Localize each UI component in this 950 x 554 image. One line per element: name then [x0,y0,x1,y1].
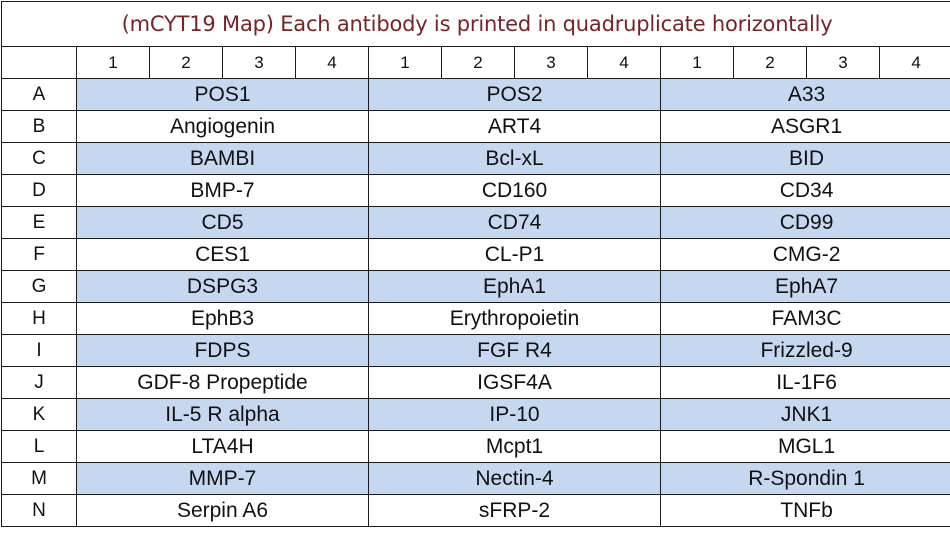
antibody-cell: POS2 [368,78,661,111]
column-number: 3 [222,46,296,79]
row-label: D [1,174,77,207]
map-title: (mCYT19 Map) Each antibody is printed in… [0,1,950,47]
antibody-cell: Mcpt1 [368,430,661,463]
row-label: A [1,78,77,111]
column-number: 3 [514,46,588,79]
row-label: H [1,302,77,335]
antibody-cell: Nectin-4 [368,462,661,495]
table-row: G DSPG3 EphA1 EphA7 [1,270,950,303]
row-label: J [1,366,77,399]
column-number: 4 [295,46,369,79]
row-label: E [1,206,77,239]
antibody-cell: EphB3 [76,302,369,335]
table-row: A POS1 POS2 A33 [1,78,950,111]
table-row: J GDF-8 Propeptide IGSF4A IL-1F6 [1,366,950,399]
antibody-cell: CD34 [659,174,950,207]
column-number: 1 [76,46,150,79]
row-label: K [1,398,77,431]
row-label: F [1,238,77,271]
row-label: B [1,110,77,143]
antibody-cell: Bcl-xL [368,142,661,175]
antibody-cell: Frizzled-9 [659,334,950,367]
antibody-cell: IGSF4A [368,366,661,399]
table-row: D BMP-7 CD160 CD34 [1,174,950,207]
antibody-cell: LTA4H [76,430,369,463]
antibody-cell: IP-10 [368,398,661,431]
antibody-cell: EphA1 [368,270,661,303]
antibody-cell: FGF R4 [368,334,661,367]
table-row: C BAMBI Bcl-xL BID [1,142,950,175]
column-number: 2 [441,46,515,79]
row-label: L [1,430,77,463]
table-row: K IL-5 R alpha IP-10 JNK1 [1,398,950,431]
column-number: 4 [587,46,661,79]
table-row: L LTA4H Mcpt1 MGL1 [1,430,950,463]
column-number: 4 [878,46,950,79]
antibody-cell: FAM3C [659,302,950,335]
column-number: 1 [368,46,442,79]
antibody-cell: R-Spondin 1 [659,462,950,495]
column-number: 2 [733,46,807,79]
antibody-cell: MGL1 [659,430,950,463]
antibody-cell: BMP-7 [76,174,369,207]
row-label: I [1,334,77,367]
antibody-cell: FDPS [76,334,369,367]
row-label: N [1,494,77,527]
row-label: M [1,462,77,495]
antibody-cell: Serpin A6 [76,494,369,527]
column-number: 1 [660,46,734,79]
antibody-cell: CD160 [368,174,661,207]
antibody-cell: Angiogenin [76,110,369,143]
column-number: 2 [149,46,223,79]
antibody-cell: ASGR1 [659,110,950,143]
antibody-cell: EphA7 [659,270,950,303]
table-row: N Serpin A6 sFRP-2 TNFb [1,494,950,527]
row-label: G [1,270,77,303]
antibody-cell: CL-P1 [368,238,661,271]
table-row: E CD5 CD74 CD99 [1,206,950,239]
antibody-cell: ART4 [368,110,661,143]
antibody-cell: IL-5 R alpha [76,398,369,431]
antibody-cell: sFRP-2 [368,494,661,527]
antibody-cell: DSPG3 [76,270,369,303]
antibody-cell: POS1 [76,78,369,111]
antibody-cell: TNFb [659,494,950,527]
column-number: 3 [806,46,880,79]
antibody-cell: JNK1 [659,398,950,431]
antibody-cell: CES1 [76,238,369,271]
table-row: M MMP-7 Nectin-4 R-Spondin 1 [1,462,950,495]
antibody-cell: BAMBI [76,142,369,175]
table-row: B Angiogenin ART4 ASGR1 [1,110,950,143]
table-row: I FDPS FGF R4 Frizzled-9 [1,334,950,367]
corner-cell [1,46,77,79]
antibody-cell: CD74 [368,206,661,239]
antibody-cell: MMP-7 [76,462,369,495]
antibody-map-table: (mCYT19 Map) Each antibody is printed in… [0,1,950,527]
table-row: H EphB3 Erythropoietin FAM3C [1,302,950,335]
antibody-cell: CMG-2 [659,238,950,271]
antibody-cell: BID [659,142,950,175]
antibody-cell: CD99 [659,206,950,239]
antibody-cell: Erythropoietin [368,302,661,335]
antibody-cell: A33 [659,78,950,111]
row-label: C [1,142,77,175]
antibody-cell: IL-1F6 [659,366,950,399]
antibody-cell: CD5 [76,206,369,239]
antibody-cell: GDF-8 Propeptide [76,366,369,399]
table-row: F CES1 CL-P1 CMG-2 [1,238,950,271]
title-row: (mCYT19 Map) Each antibody is printed in… [0,1,950,47]
